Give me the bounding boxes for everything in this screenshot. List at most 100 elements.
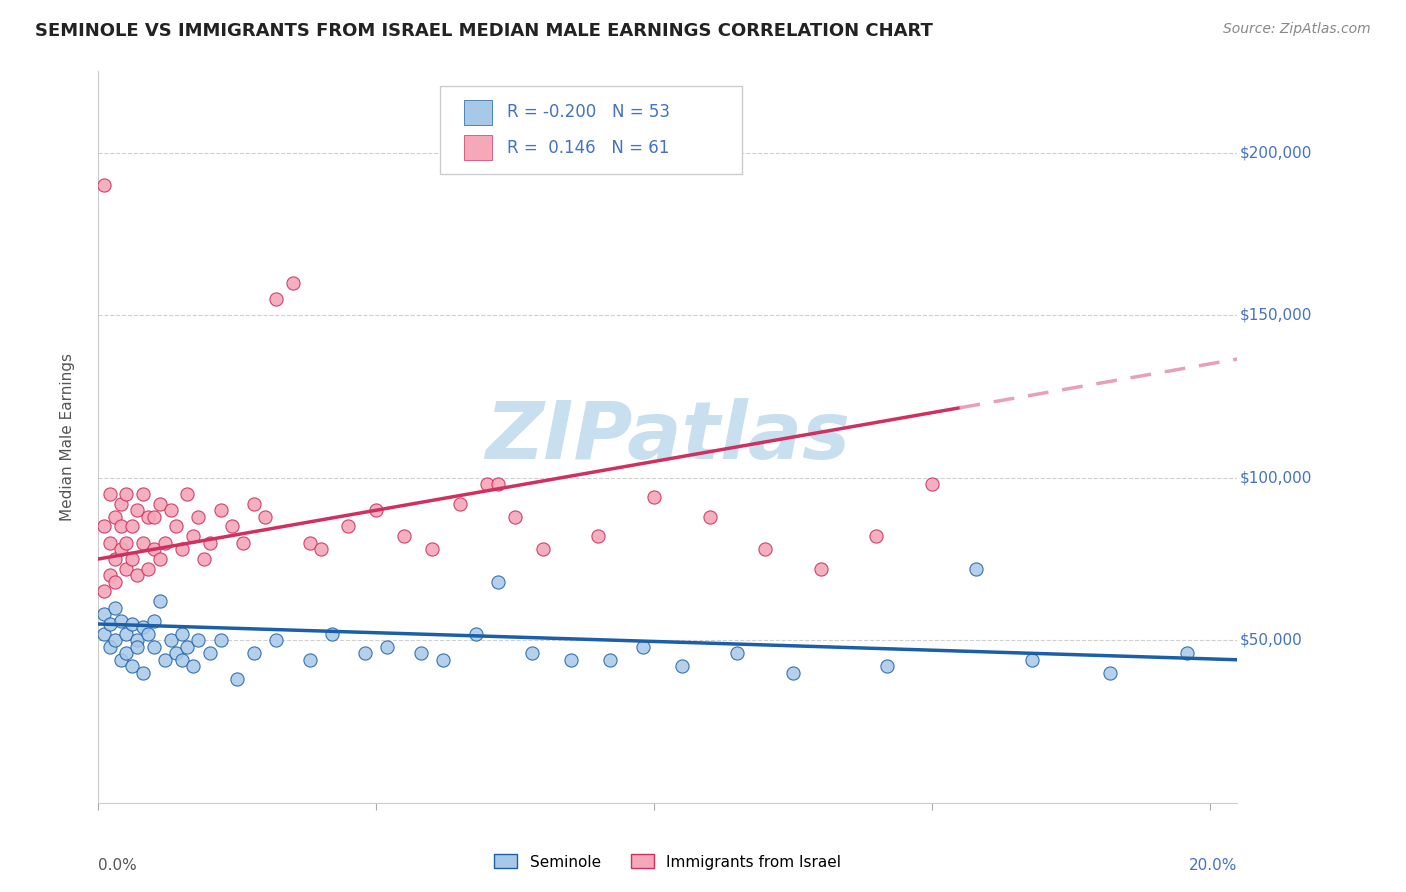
Point	[187, 633, 209, 648]
Point	[243, 646, 266, 660]
Point	[121, 659, 143, 673]
Point	[127, 503, 149, 517]
Point	[93, 584, 115, 599]
Text: Source: ZipAtlas.com: Source: ZipAtlas.com	[1223, 22, 1371, 37]
Point	[449, 497, 471, 511]
Point	[221, 519, 243, 533]
Y-axis label: Median Male Earnings: Median Male Earnings	[60, 353, 75, 521]
Point	[110, 614, 132, 628]
Point	[132, 665, 155, 680]
Point	[865, 529, 887, 543]
Text: SEMINOLE VS IMMIGRANTS FROM ISRAEL MEDIAN MALE EARNINGS CORRELATION CHART: SEMINOLE VS IMMIGRANTS FROM ISRAEL MEDIA…	[35, 22, 934, 40]
Point	[254, 509, 277, 524]
Point	[560, 653, 582, 667]
Point	[198, 535, 221, 549]
Point	[121, 519, 143, 533]
Point	[1175, 646, 1198, 660]
Point	[98, 535, 121, 549]
Point	[354, 646, 377, 660]
Point	[209, 633, 232, 648]
Point	[181, 659, 204, 673]
Point	[725, 646, 748, 660]
Point	[115, 487, 138, 501]
Point	[143, 614, 166, 628]
Point	[232, 535, 254, 549]
Point	[159, 503, 181, 517]
Point	[965, 562, 987, 576]
Point	[671, 659, 693, 673]
Point	[181, 529, 204, 543]
Point	[193, 552, 215, 566]
Point	[165, 646, 187, 660]
Point	[104, 552, 127, 566]
Point	[148, 497, 170, 511]
Point	[170, 542, 193, 557]
Legend: Seminole, Immigrants from Israel: Seminole, Immigrants from Israel	[488, 848, 848, 876]
Point	[115, 626, 138, 640]
Point	[392, 529, 415, 543]
Point	[153, 653, 176, 667]
Point	[187, 509, 209, 524]
Point	[176, 640, 198, 654]
Point	[132, 487, 155, 501]
Point	[127, 633, 149, 648]
Point	[298, 653, 321, 667]
Text: 20.0%: 20.0%	[1189, 858, 1237, 872]
Point	[143, 509, 166, 524]
Point	[143, 640, 166, 654]
Text: $150,000: $150,000	[1240, 308, 1312, 323]
Point	[375, 640, 398, 654]
Text: 0.0%: 0.0%	[98, 858, 138, 872]
Point	[148, 594, 170, 608]
Point	[104, 574, 127, 589]
Point	[782, 665, 804, 680]
Point	[281, 276, 304, 290]
Point	[337, 519, 360, 533]
Point	[810, 562, 832, 576]
Point	[110, 497, 132, 511]
Point	[127, 640, 149, 654]
Text: ZIPatlas: ZIPatlas	[485, 398, 851, 476]
Point	[93, 519, 115, 533]
Point	[921, 477, 943, 491]
Point	[98, 568, 121, 582]
Point	[159, 633, 181, 648]
Point	[477, 477, 499, 491]
Text: R = -0.200   N = 53: R = -0.200 N = 53	[508, 103, 671, 121]
Point	[98, 640, 121, 654]
Point	[531, 542, 554, 557]
Point	[409, 646, 432, 660]
Point	[309, 542, 332, 557]
Point	[520, 646, 543, 660]
Point	[321, 626, 343, 640]
Point	[165, 519, 187, 533]
Point	[121, 552, 143, 566]
Point	[110, 519, 132, 533]
Text: $100,000: $100,000	[1240, 470, 1312, 485]
Point	[264, 633, 287, 648]
Point	[176, 487, 198, 501]
Point	[110, 542, 132, 557]
Point	[98, 487, 121, 501]
Point	[198, 646, 221, 660]
Text: R =  0.146   N = 61: R = 0.146 N = 61	[508, 138, 669, 157]
Point	[104, 509, 127, 524]
Point	[115, 562, 138, 576]
Point	[138, 626, 160, 640]
Point	[148, 552, 170, 566]
Point	[432, 653, 454, 667]
FancyBboxPatch shape	[464, 136, 492, 160]
Point	[876, 659, 898, 673]
Point	[93, 607, 115, 622]
FancyBboxPatch shape	[440, 86, 742, 174]
Point	[127, 568, 149, 582]
Point	[1098, 665, 1121, 680]
Point	[503, 509, 526, 524]
FancyBboxPatch shape	[464, 100, 492, 125]
Point	[366, 503, 388, 517]
Point	[170, 626, 193, 640]
Point	[486, 477, 509, 491]
Point	[138, 562, 160, 576]
Point	[264, 292, 287, 306]
Point	[209, 503, 232, 517]
